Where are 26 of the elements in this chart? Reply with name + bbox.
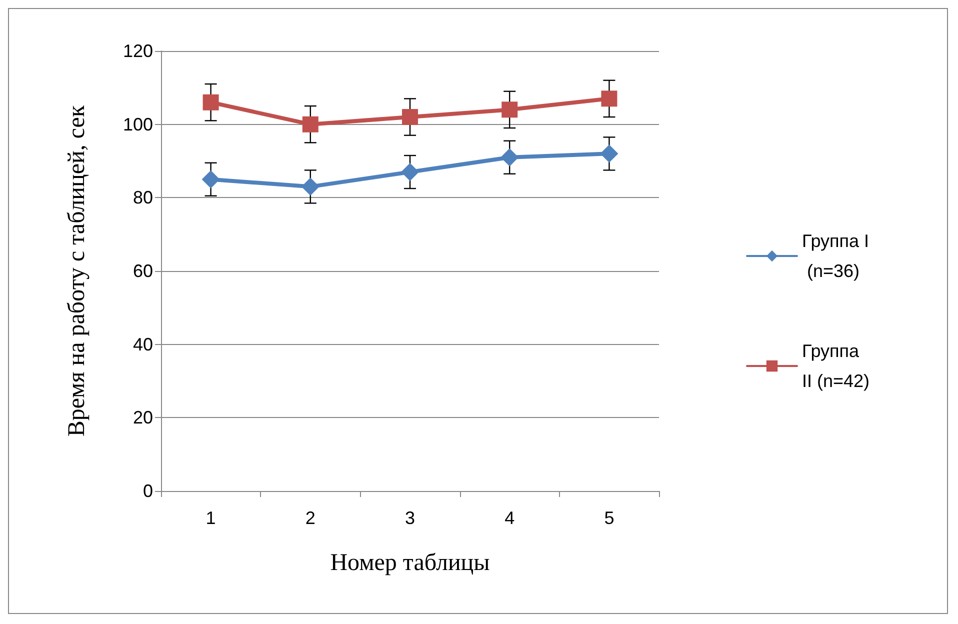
point [302, 116, 318, 132]
point [502, 102, 518, 118]
y-tick-label: 80 [132, 188, 153, 208]
x-tick-label: 1 [206, 508, 216, 528]
legend-label: Группа I (n=36) [802, 231, 870, 281]
legend-label: Группа II (n=42) [802, 341, 870, 391]
x-tick-label: 4 [504, 508, 515, 528]
y-tick-label: 120 [122, 41, 153, 61]
y-tick-label: 20 [132, 408, 153, 428]
y-tick-label: 60 [132, 261, 153, 281]
x-tick-label: 3 [404, 508, 416, 528]
y-tick-label: 40 [132, 334, 153, 354]
point [600, 144, 618, 163]
point [202, 170, 220, 188]
y-axis-title: Время на работу с таблицей, сек [64, 105, 90, 437]
x-tick-label: 2 [305, 508, 316, 528]
point [500, 148, 519, 166]
point [401, 163, 419, 181]
point [202, 94, 219, 110]
x-axis-title: Номер таблицы [330, 550, 490, 576]
x-tick-label: 5 [604, 508, 614, 528]
point [301, 178, 320, 196]
point [601, 90, 618, 107]
y-tick-label: 100 [122, 114, 153, 134]
point [402, 109, 418, 125]
y-tick-label: 0 [142, 481, 153, 501]
